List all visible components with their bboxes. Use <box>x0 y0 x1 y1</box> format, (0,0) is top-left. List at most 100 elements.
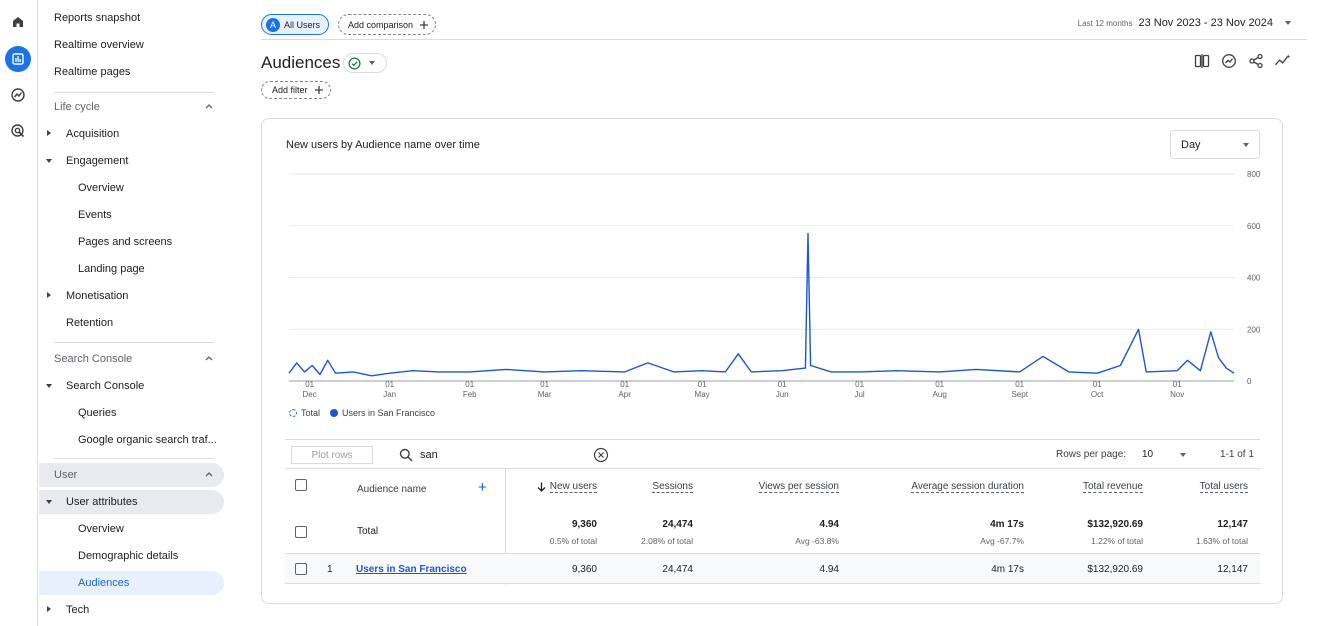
insights-icon[interactable] <box>1220 52 1237 69</box>
chart-title: New users by Audience name over time <box>286 139 480 151</box>
col-total-revenue[interactable]: Total revenue <box>1055 469 1143 505</box>
x-tick-day: 01 <box>385 380 394 389</box>
advertising-icon[interactable] <box>5 118 31 144</box>
granularity-value: Day <box>1181 138 1201 151</box>
col-average-session-duration[interactable]: Average session duration <box>875 469 1024 505</box>
report-card: New users by Audience name over time Day… <box>261 118 1283 604</box>
search-input[interactable]: san <box>420 449 438 461</box>
sidebar-item-demographic-details[interactable]: Demographic details <box>39 544 178 568</box>
share-icon[interactable] <box>1247 52 1264 69</box>
section-label: Life cycle <box>54 101 100 113</box>
sidebar-item-queries[interactable]: Queries <box>39 401 117 425</box>
x-tick-day: 01 <box>540 380 549 389</box>
total-views-sub: Avg -63.8% <box>795 536 839 546</box>
sidebar-item-engagement[interactable]: Engagement <box>39 149 229 173</box>
rows-per-page-select[interactable]: 10 <box>1142 449 1154 460</box>
plot-rows-button[interactable]: Plot rows <box>291 446 373 464</box>
section-life-cycle[interactable]: Life cycle <box>54 95 214 119</box>
y-tick-label: 400 <box>1247 274 1261 283</box>
add-dimension-icon[interactable]: + <box>478 478 487 496</box>
row-divider <box>285 553 1260 554</box>
row-checkbox[interactable] <box>295 563 307 575</box>
col-sessions[interactable]: Sessions <box>615 469 693 505</box>
x-tick-month: Jun <box>776 390 789 399</box>
chevron-up-icon <box>205 356 213 361</box>
search-icon <box>399 448 413 465</box>
col-label: Sessions <box>652 481 693 493</box>
row-divider <box>285 583 1260 584</box>
sidebar-item-label: Queries <box>78 407 117 419</box>
section-search-console[interactable]: Search Console <box>54 347 214 371</box>
x-tick-month: Nov <box>1170 390 1184 399</box>
sidebar-item-pages-and-screens[interactable]: Pages and screens <box>39 230 172 254</box>
sidebar-item-retention[interactable]: Retention <box>39 311 113 335</box>
sidebar-item-events[interactable]: Events <box>39 203 112 227</box>
legend-item-sf[interactable]: Users in San Francisco <box>330 408 435 418</box>
caret-down-icon <box>46 384 52 388</box>
total-duration-sub: Avg -67.7% <box>980 536 1024 546</box>
sidebar-item-google-organic-search[interactable]: Google organic search traf... <box>39 428 217 452</box>
dropdown-arrow-icon <box>1180 453 1186 457</box>
caret-right-icon <box>47 606 51 612</box>
y-tick-label: 800 <box>1247 170 1261 179</box>
total-revenue: $132,920.69 <box>1087 519 1143 530</box>
sidebar-item-label: Engagement <box>66 155 129 167</box>
col-total-users[interactable]: Total users <box>1165 469 1248 505</box>
legend-item-total[interactable]: Total <box>289 408 320 418</box>
sidebar-item-realtime-pages[interactable]: Realtime pages <box>39 60 130 84</box>
section-user[interactable]: User <box>39 463 224 487</box>
row-sessions: 24,474 <box>662 564 693 575</box>
sidebar-item-search-console[interactable]: Search Console <box>39 374 229 398</box>
x-tick-day: 01 <box>1093 380 1102 389</box>
segment-chip-all-users[interactable]: A All Users <box>261 14 330 35</box>
compare-icon[interactable] <box>1193 52 1210 69</box>
clear-search-icon[interactable] <box>593 447 609 466</box>
table-row[interactable] <box>285 554 1260 583</box>
row-duration: 4m 17s <box>991 564 1024 575</box>
sidebar-item-label: Events <box>78 209 112 221</box>
report-status-button[interactable] <box>343 53 387 73</box>
reports-icon[interactable] <box>5 46 31 72</box>
sidebar-nav: Reports snapshot Realtime overview Realt… <box>39 0 229 626</box>
divider <box>54 92 214 93</box>
x-tick-day: 01 <box>778 380 787 389</box>
home-icon[interactable] <box>5 9 31 35</box>
sidebar-item-tech[interactable]: Tech <box>39 598 229 622</box>
trend-sparkle-icon[interactable] <box>1274 52 1291 69</box>
add-filter-button[interactable]: Add filter <box>261 81 331 99</box>
sidebar-item-label: Reports snapshot <box>54 12 141 24</box>
add-comparison-button[interactable]: Add comparison <box>338 14 437 35</box>
granularity-select[interactable]: Day <box>1170 130 1260 159</box>
explore-icon[interactable] <box>5 82 31 108</box>
legend-label: Users in San Francisco <box>342 408 436 418</box>
dropdown-arrow-icon <box>1243 142 1249 147</box>
select-all-checkbox[interactable] <box>295 479 307 491</box>
sidebar-item-label: Landing page <box>78 263 145 275</box>
row-index: 1 <box>327 564 333 575</box>
total-row-checkbox[interactable] <box>295 526 307 538</box>
total-label: Total <box>357 526 379 537</box>
caret-down-icon <box>46 159 52 163</box>
sidebar-item-engagement-overview[interactable]: Overview <box>39 176 124 200</box>
sidebar-item-label: Retention <box>66 317 114 329</box>
total-duration: 4m 17s <box>990 519 1024 530</box>
sidebar-item-audiences[interactable]: Audiences <box>39 571 224 595</box>
col-new-users[interactable]: New users <box>532 469 597 505</box>
sidebar-item-realtime-overview[interactable]: Realtime overview <box>39 33 144 57</box>
caret-right-icon <box>47 130 51 136</box>
col-label: Total users <box>1199 481 1248 493</box>
sidebar-item-acquisition[interactable]: Acquisition <box>39 122 229 146</box>
col-views-per-session[interactable]: Views per session <box>725 469 839 505</box>
sidebar-item-label: Monetisation <box>66 290 129 302</box>
sidebar-item-monetisation[interactable]: Monetisation <box>39 284 229 308</box>
sidebar-item-user-attributes[interactable]: User attributes <box>39 490 224 514</box>
sidebar-item-label: User attributes <box>66 496 138 508</box>
row-views: 4.94 <box>819 564 839 575</box>
sidebar-item-user-overview[interactable]: Overview <box>39 517 124 541</box>
sidebar-item-label: Google organic search traf... <box>78 434 217 446</box>
sidebar-item-reports-snapshot[interactable]: Reports snapshot <box>39 6 140 30</box>
audience-link[interactable]: Users in San Francisco <box>356 564 467 575</box>
total-sessions: 24,474 <box>662 519 693 530</box>
sidebar-item-landing-page[interactable]: Landing page <box>39 257 145 281</box>
date-range-picker[interactable]: Last 12 months 23 Nov 2023 - 23 Nov 2024 <box>1078 17 1291 29</box>
